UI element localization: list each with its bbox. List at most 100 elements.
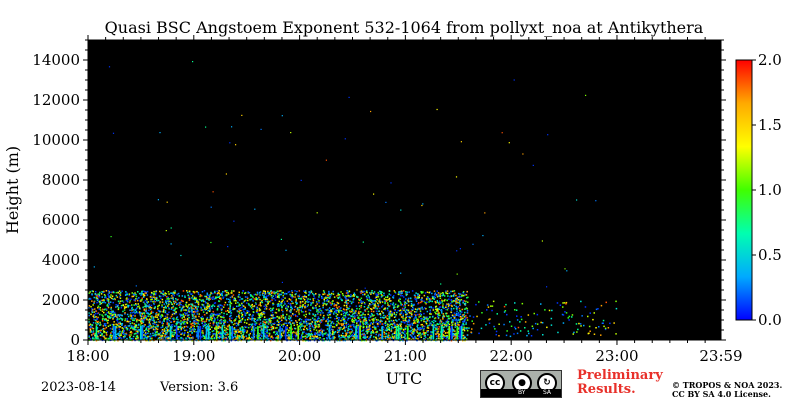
heatmap-cell bbox=[96, 334, 98, 337]
heatmap-cell bbox=[222, 319, 225, 322]
heatmap-cell bbox=[430, 335, 432, 337]
heatmap-cell bbox=[235, 325, 238, 327]
heatmap-cell bbox=[88, 318, 90, 321]
heatmap-cell bbox=[171, 328, 173, 330]
heatmap-cell bbox=[210, 315, 213, 317]
heatmap-cell bbox=[201, 331, 203, 334]
heatmap-cell bbox=[312, 307, 314, 309]
heatmap-cell bbox=[344, 339, 346, 342]
heatmap-cell bbox=[287, 331, 289, 334]
heatmap-cell bbox=[172, 309, 175, 311]
heatmap-cell bbox=[442, 318, 444, 320]
heatmap-cell bbox=[138, 292, 141, 295]
heatmap-cell bbox=[340, 334, 343, 337]
heatmap-cell bbox=[108, 302, 110, 304]
heatmap-cell bbox=[103, 301, 105, 303]
heatmap-cell bbox=[155, 293, 157, 296]
heatmap-cell bbox=[459, 293, 462, 295]
heatmap-cell bbox=[260, 312, 262, 315]
heatmap-cell bbox=[439, 295, 441, 297]
heatmap-cell bbox=[163, 330, 166, 332]
heatmap-cell bbox=[447, 322, 449, 325]
heatmap-cell bbox=[380, 291, 382, 293]
heatmap-cell bbox=[224, 332, 227, 335]
heatmap-cell bbox=[455, 294, 457, 297]
heatmap-cell bbox=[450, 311, 452, 313]
heatmap-cell bbox=[286, 313, 288, 316]
heatmap-cell bbox=[379, 314, 382, 316]
heatmap-cell bbox=[140, 293, 143, 295]
heatmap-cell bbox=[282, 296, 285, 298]
heatmap-cell bbox=[174, 300, 176, 302]
heatmap-cell bbox=[229, 303, 231, 306]
heatmap-cell bbox=[321, 310, 323, 312]
heatmap-cell bbox=[229, 299, 231, 301]
heatmap-cell bbox=[220, 311, 223, 314]
heatmap-cell bbox=[110, 312, 112, 315]
heatmap-cell bbox=[173, 329, 175, 332]
heatmap-cell bbox=[317, 318, 319, 320]
heatmap-cell bbox=[131, 304, 133, 306]
heatmap-cell bbox=[204, 337, 206, 339]
heatmap-cell bbox=[417, 328, 420, 330]
heatmap-cell bbox=[457, 335, 459, 337]
heatmap-cell bbox=[91, 334, 93, 336]
heatmap-cell bbox=[458, 324, 460, 327]
heatmap-cell bbox=[267, 323, 270, 325]
heatmap-cell bbox=[397, 305, 400, 307]
heatmap-cell bbox=[229, 301, 231, 303]
heatmap-cell bbox=[301, 323, 303, 325]
heatmap-cell bbox=[138, 311, 141, 313]
heatmap-cell bbox=[439, 338, 442, 340]
heatmap-cell bbox=[281, 291, 283, 294]
heatmap-cell bbox=[96, 299, 99, 302]
heatmap-cell bbox=[299, 301, 302, 303]
heatmap-cell bbox=[277, 324, 280, 326]
heatmap-cell bbox=[439, 306, 442, 308]
heatmap-cell bbox=[365, 340, 367, 342]
heatmap-cell bbox=[379, 292, 382, 295]
heatmap-cell bbox=[166, 323, 168, 325]
heatmap-cell bbox=[309, 309, 312, 312]
heatmap-cell bbox=[133, 325, 136, 327]
heatmap-cell bbox=[131, 316, 133, 319]
heatmap-cell bbox=[294, 334, 297, 337]
heatmap-cell bbox=[246, 312, 249, 314]
heatmap-cell bbox=[286, 338, 288, 341]
heatmap-cell bbox=[165, 326, 167, 329]
heatmap-cell bbox=[316, 321, 319, 323]
heatmap-cell bbox=[295, 315, 297, 317]
heatmap-cell bbox=[450, 302, 452, 305]
heatmap-cell bbox=[220, 298, 222, 301]
heatmap-cell bbox=[420, 313, 423, 316]
heatmap-cell bbox=[445, 325, 448, 328]
heatmap-cell bbox=[198, 298, 201, 301]
heatmap-cell bbox=[457, 314, 459, 316]
heatmap-cell bbox=[312, 298, 314, 300]
heatmap-cell bbox=[197, 310, 199, 312]
heatmap-cell bbox=[117, 333, 119, 335]
heatmap-cell bbox=[305, 300, 308, 303]
heatmap-cell bbox=[383, 298, 386, 300]
heatmap-cell bbox=[431, 331, 433, 334]
heatmap-cell bbox=[94, 337, 97, 339]
heatmap-cell bbox=[383, 294, 385, 296]
heatmap-cell bbox=[333, 331, 336, 334]
heatmap-cell bbox=[301, 332, 304, 334]
heatmap-cell bbox=[286, 300, 289, 302]
heatmap-cell bbox=[166, 298, 168, 300]
heatmap-cell bbox=[229, 309, 231, 311]
heatmap-cell bbox=[437, 317, 440, 319]
heatmap-cell bbox=[150, 319, 152, 321]
heatmap-cell bbox=[117, 334, 120, 336]
heatmap-cell bbox=[338, 327, 340, 329]
heatmap-cell bbox=[353, 317, 356, 319]
heatmap-cell bbox=[461, 308, 463, 311]
heatmap-cell bbox=[402, 290, 405, 292]
heatmap-cell bbox=[153, 296, 155, 298]
heatmap-cell bbox=[244, 292, 246, 295]
heatmap-cell bbox=[278, 323, 280, 325]
heatmap-cell bbox=[105, 323, 107, 325]
heatmap-cell bbox=[210, 337, 212, 340]
heatmap-cell bbox=[214, 328, 217, 330]
